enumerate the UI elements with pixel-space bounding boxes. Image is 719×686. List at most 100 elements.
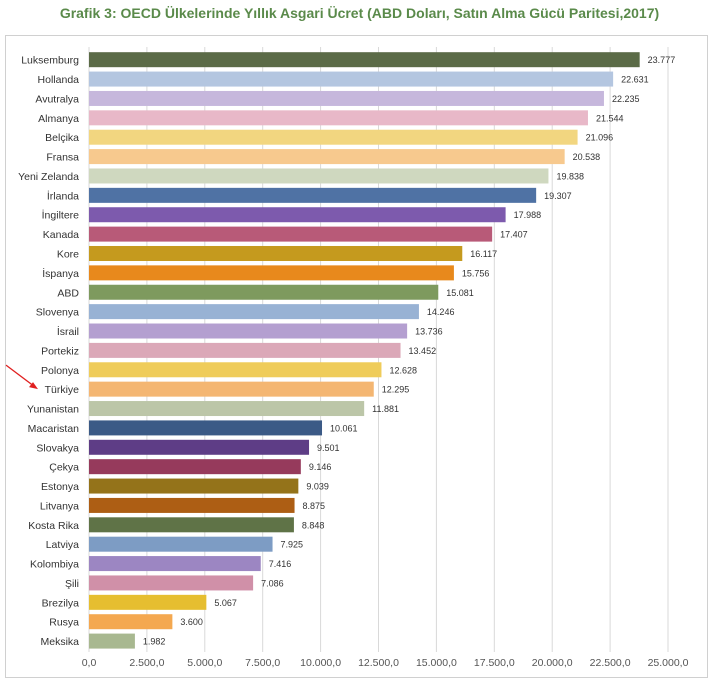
category-label: Kanada (43, 229, 79, 241)
data-label: 9.146 (309, 462, 332, 472)
bar (89, 168, 549, 184)
data-label: 17.407 (500, 230, 528, 240)
bar (89, 556, 261, 572)
bar (89, 90, 604, 106)
data-label: 14.246 (427, 307, 455, 317)
chart-frame (5, 35, 708, 678)
data-label: 15.756 (462, 268, 490, 278)
bar (89, 420, 323, 436)
bar (89, 342, 401, 358)
bar (89, 536, 273, 552)
category-label: Yunanistan (27, 404, 79, 416)
data-label: 8.875 (303, 501, 326, 511)
category-label: Portekiz (41, 345, 79, 357)
x-tick-label: 22.500,0 (590, 657, 631, 669)
category-label: İspanya (42, 267, 79, 280)
chart-title: Grafik 3: OECD Ülkelerinde Yıllık Asgari… (59, 5, 660, 21)
category-label: Slovakya (36, 442, 79, 454)
data-label: 23.777 (648, 55, 676, 65)
data-label: 7.086 (261, 578, 284, 588)
data-label: 21.096 (586, 133, 614, 143)
bar (89, 614, 173, 630)
category-label: Macaristan (28, 423, 80, 435)
bar (89, 110, 588, 126)
data-label: 12.295 (382, 385, 410, 395)
bar (89, 594, 207, 610)
data-label: 9.039 (306, 482, 329, 492)
category-label: Belçika (45, 132, 79, 144)
category-label: Kore (57, 248, 79, 260)
data-label: 16.117 (470, 249, 497, 259)
data-label: 8.848 (302, 520, 325, 530)
category-label: İrlanda (47, 189, 79, 202)
x-tick-label: 20.000,0 (532, 657, 573, 669)
bar (89, 207, 506, 223)
data-label: 17.988 (514, 210, 542, 220)
data-label: 22.631 (621, 75, 649, 85)
category-label: Yeni Zelanda (18, 171, 79, 183)
x-tick-label: 10.000,0 (300, 657, 341, 669)
bar (89, 478, 299, 494)
data-label: 7.925 (281, 540, 304, 550)
category-label: Slovenya (36, 307, 79, 319)
bar (89, 362, 382, 378)
category-label: Polonya (41, 365, 79, 377)
data-label: 9.501 (317, 443, 340, 453)
category-label: Meksika (40, 636, 79, 648)
x-tick-label: 7.500,0 (245, 657, 280, 669)
category-label: Avutralya (35, 93, 79, 105)
annotation-arrow-head (29, 382, 38, 390)
bar (89, 52, 640, 68)
bar (89, 245, 463, 261)
bar (89, 284, 439, 300)
category-label: ABD (57, 287, 79, 299)
bar (89, 149, 565, 165)
bar (89, 401, 365, 417)
x-tick-label: 17.500,0 (474, 657, 515, 669)
data-label: 21.544 (596, 113, 624, 123)
data-label: 13.452 (409, 346, 437, 356)
data-label: 13.736 (415, 327, 443, 337)
category-label: Kosta Rika (28, 520, 79, 532)
x-tick-label: 25.000,0 (648, 657, 689, 669)
annotation-arrow-line (5, 364, 35, 387)
bar (89, 381, 374, 397)
x-tick-label: 15.000,0 (416, 657, 457, 669)
bar (89, 459, 301, 475)
data-label: 11.881 (372, 404, 399, 414)
bar (89, 517, 294, 533)
category-label: Litvanya (40, 500, 79, 512)
category-label: Estonya (41, 481, 79, 493)
data-label: 15.081 (446, 288, 474, 298)
bar (89, 633, 135, 649)
category-label: Kolombiya (30, 559, 79, 571)
x-tick-label: 12.500,0 (358, 657, 399, 669)
bar (89, 129, 578, 145)
category-label: Türkiye (45, 384, 80, 396)
category-label: Fransa (46, 152, 79, 164)
bar (89, 304, 419, 320)
bar (89, 71, 614, 87)
category-label: Hollanda (38, 74, 80, 86)
category-label: Almanya (38, 113, 79, 125)
category-label: Luksemburg (21, 55, 79, 67)
data-label: 10.061 (330, 423, 358, 433)
data-label: 19.838 (556, 171, 584, 181)
bar (89, 226, 493, 242)
bar (89, 439, 310, 455)
category-label: İsrail (57, 325, 79, 338)
bar (89, 187, 537, 203)
x-tick-label: 2.500,0 (129, 657, 164, 669)
data-label: 20.538 (573, 152, 601, 162)
bar (89, 497, 295, 513)
category-label: Rusya (49, 617, 79, 629)
category-label: Çekya (49, 462, 79, 474)
data-label: 19.307 (544, 191, 572, 201)
bar (89, 265, 454, 281)
data-label: 5.067 (214, 598, 237, 608)
data-label: 1.982 (143, 637, 166, 647)
data-label: 7.416 (269, 559, 292, 569)
data-label: 3.600 (180, 617, 203, 627)
x-tick-label: 0,0 (82, 657, 97, 669)
